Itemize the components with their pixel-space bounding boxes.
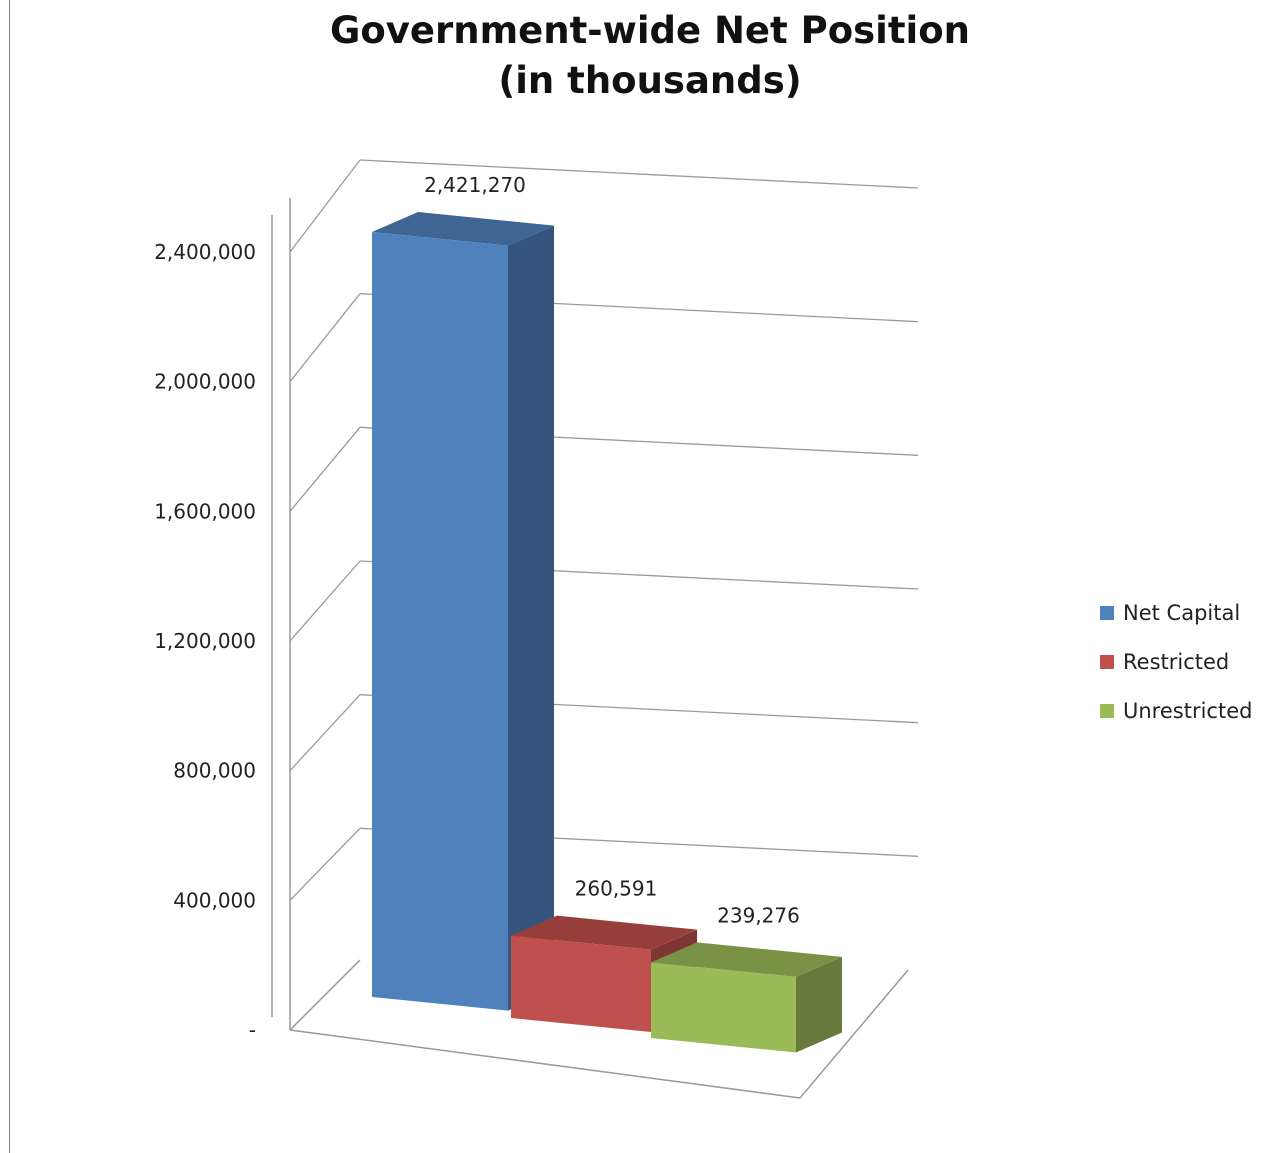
data-labels: 2,421,270 260,591 239,276 [424, 173, 800, 927]
bar-restricted [511, 935, 651, 1032]
legend-label-unrestricted: Unrestricted [1123, 698, 1253, 723]
bar-top-unrestricted [651, 942, 842, 977]
bar-net-capital [372, 232, 508, 1011]
y-tick-label-2: 800,000 [173, 759, 256, 783]
y-tick-label-4: 1,600,000 [154, 499, 256, 523]
gridline-side-5 [289, 293, 361, 383]
y-tick-label-3: 1,200,000 [154, 629, 256, 653]
bar-unrestricted [651, 962, 796, 1053]
legend-swatch-net-capital [1100, 605, 1114, 620]
gridline-side-3 [289, 560, 361, 642]
legend-label-net-capital: Net Capital [1123, 600, 1241, 625]
floor-edge [289, 969, 909, 1099]
bar-side-net-capital [508, 225, 554, 1011]
bar-top-restricted [511, 915, 697, 950]
data-label-net-capital: 2,421,270 [424, 173, 526, 197]
chart-title-line-1: Government-wide Net Position [330, 9, 970, 52]
gridline-back-6 [359, 159, 919, 189]
legend-label-restricted: Restricted [1123, 649, 1230, 674]
left-border-line [9, 0, 10, 1153]
chart-walls [271, 198, 909, 1099]
legend-swatch-unrestricted [1100, 703, 1114, 718]
data-label-restricted: 260,591 [575, 877, 658, 901]
gridline-side-1 [289, 827, 361, 901]
y-tick-label-6: 2,400,000 [154, 240, 256, 264]
y-tick-label-0: - [249, 1018, 256, 1042]
chart-title: Government-wide Net Position (in thousan… [240, 6, 1060, 106]
legend-item-restricted: Restricted [1100, 637, 1252, 686]
chart-title-line-2: (in thousands) [498, 59, 802, 102]
y-tick-label-1: 400,000 [173, 888, 256, 912]
legend-item-net-capital: Net Capital [1100, 588, 1252, 637]
gridline-side-6 [289, 159, 361, 253]
legend-item-unrestricted: Unrestricted [1100, 686, 1252, 735]
gridline-side-4 [289, 426, 361, 512]
legend: Net Capital Restricted Unrestricted [1100, 588, 1252, 735]
floor-left-edge [289, 959, 361, 1031]
gridline-side-2 [289, 694, 361, 772]
bars [372, 212, 842, 1053]
y-axis-ticks: - 400,000 800,000 1,200,000 1,600,000 2,000,0… [154, 240, 256, 1042]
bar-side-unrestricted [796, 956, 842, 1053]
data-label-unrestricted: 239,276 [717, 903, 800, 927]
y-tick-label-5: 2,000,000 [154, 370, 256, 394]
legend-swatch-restricted [1100, 654, 1114, 669]
bar-top-net-capital [372, 212, 554, 246]
